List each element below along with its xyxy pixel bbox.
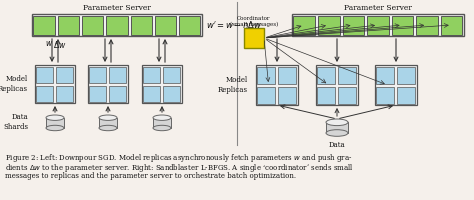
Bar — [58, 16, 79, 34]
Bar — [316, 65, 358, 105]
Bar — [164, 66, 181, 82]
Bar — [293, 16, 315, 34]
Bar — [56, 66, 73, 82]
Ellipse shape — [153, 125, 171, 131]
Text: Model
Replicas: Model Replicas — [218, 76, 248, 94]
Text: Data: Data — [328, 141, 346, 149]
Bar — [398, 66, 416, 84]
Ellipse shape — [326, 119, 348, 126]
Text: $w$: $w$ — [45, 40, 53, 48]
Bar — [131, 16, 152, 34]
Bar — [376, 66, 394, 84]
Bar — [343, 16, 364, 34]
Ellipse shape — [46, 125, 64, 131]
Ellipse shape — [153, 115, 171, 120]
Bar — [90, 66, 107, 82]
Bar — [142, 65, 182, 103]
Text: dients $\Delta w$ to the parameter server. Right: Sandblaster L-BFGS. A single ‘: dients $\Delta w$ to the parameter serve… — [5, 162, 354, 174]
Bar — [367, 16, 389, 34]
Bar — [257, 86, 275, 104]
Bar — [318, 86, 336, 104]
Bar — [88, 65, 128, 103]
Text: Parameter Server: Parameter Server — [344, 4, 412, 12]
Bar — [244, 28, 264, 48]
Bar — [34, 16, 55, 34]
Bar — [155, 16, 176, 34]
Text: Figure 2: Left: Downpour SGD. Model replicas asynchronously fetch parameters $w$: Figure 2: Left: Downpour SGD. Model repl… — [5, 152, 353, 164]
Bar — [338, 86, 356, 104]
Bar — [292, 14, 464, 36]
Bar — [32, 14, 202, 36]
Bar — [441, 16, 463, 34]
Bar — [279, 66, 297, 84]
Bar — [179, 16, 201, 34]
Bar — [82, 16, 103, 34]
Bar — [144, 66, 161, 82]
Bar — [256, 65, 298, 105]
Text: Coordinator
(small messages): Coordinator (small messages) — [230, 16, 278, 27]
Bar — [318, 66, 336, 84]
Bar — [338, 66, 356, 84]
Bar — [109, 66, 127, 82]
Bar — [376, 86, 394, 104]
Bar — [36, 86, 54, 102]
Bar — [35, 65, 75, 103]
Ellipse shape — [326, 130, 348, 136]
Ellipse shape — [46, 115, 64, 120]
Bar — [164, 86, 181, 102]
Bar — [46, 118, 64, 128]
Bar — [144, 86, 161, 102]
Bar — [109, 86, 127, 102]
Bar — [90, 86, 107, 102]
Bar — [153, 118, 171, 128]
Text: Model
Replicas: Model Replicas — [0, 75, 28, 93]
Bar — [375, 65, 417, 105]
Ellipse shape — [99, 115, 117, 120]
Text: messages to replicas and the parameter server to orchestrate batch optimization.: messages to replicas and the parameter s… — [5, 172, 296, 180]
Bar — [326, 122, 348, 133]
Text: $\Delta w$: $\Delta w$ — [53, 38, 67, 49]
Text: $w' = w - \eta\Delta w$: $w' = w - \eta\Delta w$ — [206, 19, 263, 31]
Bar — [392, 16, 413, 34]
Ellipse shape — [99, 125, 117, 131]
Bar — [416, 16, 438, 34]
Bar — [318, 16, 340, 34]
Text: Data
Shards: Data Shards — [3, 113, 28, 131]
Bar — [279, 86, 297, 104]
Bar — [398, 86, 416, 104]
Bar — [257, 66, 275, 84]
Bar — [56, 86, 73, 102]
Bar — [106, 16, 128, 34]
Bar — [99, 118, 117, 128]
Bar — [36, 66, 54, 82]
Text: Parameter Server: Parameter Server — [83, 4, 151, 12]
